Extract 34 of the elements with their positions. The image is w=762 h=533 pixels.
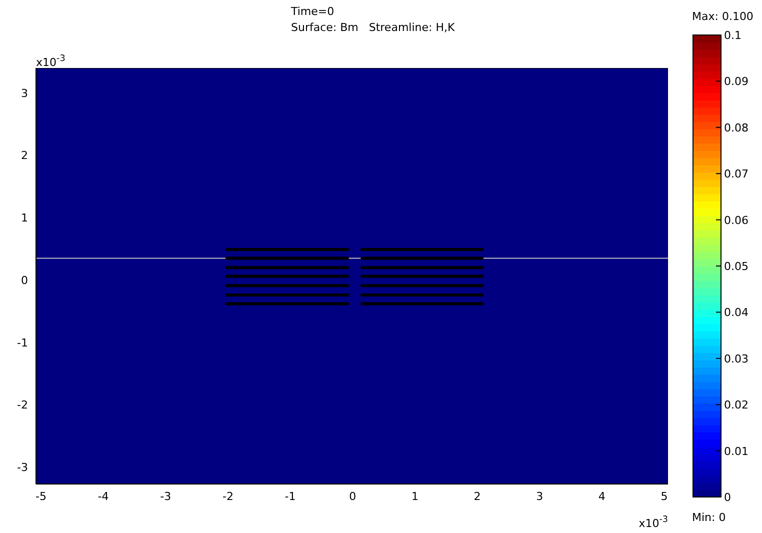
y-tick-label: 2 bbox=[21, 149, 28, 162]
x-tick-label: 0 bbox=[349, 490, 356, 503]
x-tick-label: 5 bbox=[660, 490, 668, 503]
color-bar-label: 0.04 bbox=[724, 306, 748, 320]
y-tick-label: 3 bbox=[21, 86, 28, 100]
color-bar-label: 0.02 bbox=[724, 398, 748, 412]
text: Min: 0 bbox=[692, 511, 726, 524]
x-tick-label: -4 bbox=[98, 490, 109, 503]
y-tick-label: -2 bbox=[17, 398, 28, 412]
color-bar-label: 0.07 bbox=[724, 168, 748, 181]
x-tick-label: 4 bbox=[598, 490, 606, 503]
y-tick-label: 0 bbox=[21, 274, 28, 287]
x-tick-label: -2 bbox=[222, 490, 234, 503]
color-bar-label: 0.1 bbox=[724, 29, 742, 42]
x-tick-label: 3 bbox=[536, 490, 544, 503]
chart-subtitle: Surface: Bm Streamline: H,K bbox=[291, 20, 455, 36]
y-tick-label: -1 bbox=[17, 336, 28, 350]
x-tick-label: 1 bbox=[411, 490, 418, 503]
x-tick-label: -5 bbox=[36, 490, 46, 503]
text: x10$^{-3}$ bbox=[638, 515, 668, 530]
color-bar-label: 0.06 bbox=[724, 214, 748, 227]
color-bar-label: 0.08 bbox=[724, 121, 748, 134]
color-bar-label: 0.05 bbox=[724, 260, 748, 273]
y-tick-label: -3 bbox=[17, 461, 28, 474]
color-bar-label: 0.01 bbox=[724, 444, 748, 458]
chart-title: Time=0 bbox=[291, 4, 336, 20]
x-tick-label: 2 bbox=[474, 490, 481, 503]
x-tick-label: -3 bbox=[160, 490, 172, 503]
color-bar-label: 0.03 bbox=[724, 352, 748, 366]
x-tick-label: -1 bbox=[284, 490, 296, 503]
color-bar-label: 0.09 bbox=[724, 75, 748, 88]
annotation: x10$^{-3}$ bbox=[36, 54, 66, 69]
text: Max: 0.100 bbox=[692, 10, 754, 23]
y-tick-label: 1 bbox=[21, 212, 28, 225]
